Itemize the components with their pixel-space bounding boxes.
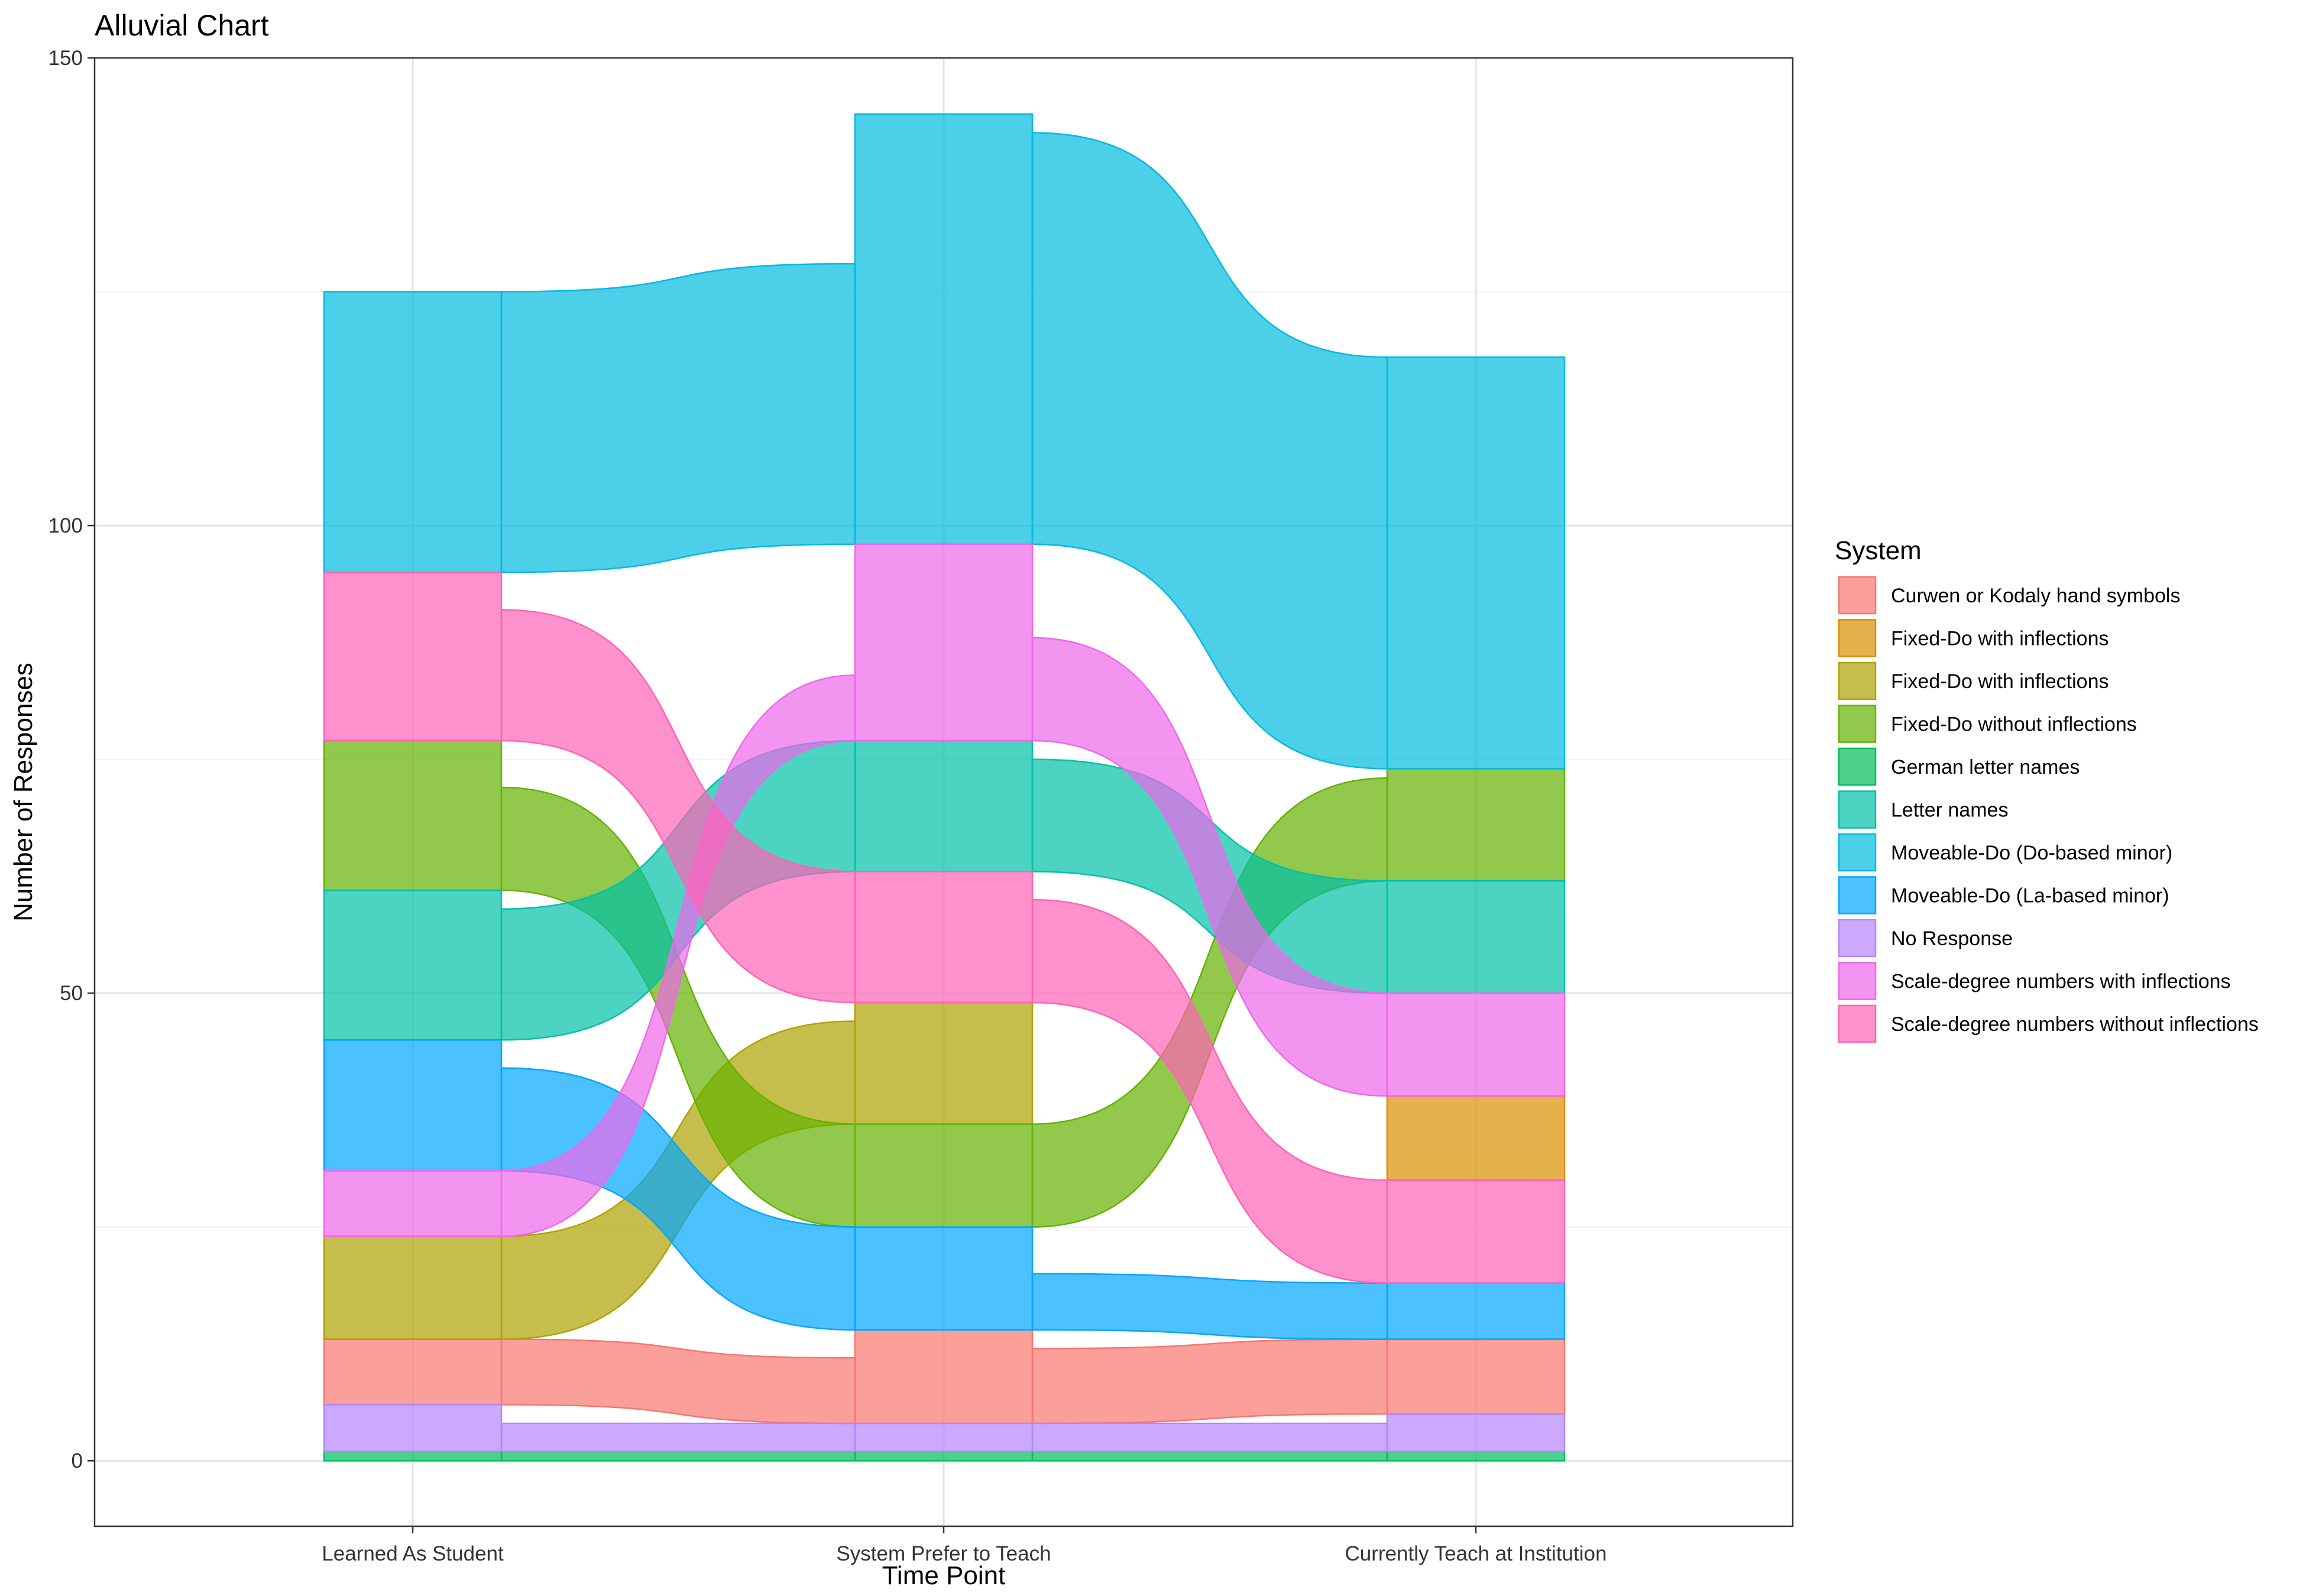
stratum-block (854, 1001, 1034, 1125)
legend-swatch (1838, 576, 1877, 615)
legend-label: Moveable-Do (La-based minor) (1891, 885, 2169, 907)
stratum-block (854, 871, 1034, 1004)
stratum-block (1386, 768, 1566, 882)
plot-panel (93, 57, 1794, 1527)
stratum-block (323, 1338, 503, 1406)
flow-ribbon (500, 1422, 856, 1452)
legend-label: Fixed-Do with inflections (1891, 628, 2109, 650)
stratum-block (854, 113, 1034, 545)
stratum-block (854, 1422, 1034, 1452)
x-axis-title: Time Point (882, 1561, 1006, 1590)
x-tick-label: Currently Teach at Institution (1345, 1542, 1607, 1565)
legend-title: System (1835, 536, 1922, 565)
stratum-block (854, 1329, 1034, 1425)
legend-label: Fixed-Do with inflections (1891, 670, 2109, 693)
stratum-block (323, 739, 503, 891)
stratum-block (854, 739, 1034, 872)
legend-swatch (1838, 919, 1877, 958)
stratum-block (323, 1039, 503, 1172)
stratum-block (323, 1404, 503, 1452)
flow-ribbon (500, 262, 856, 573)
stratum-block (1386, 1282, 1566, 1340)
legend: System Curwen or Kodaly hand symbols Fixe… (1835, 536, 2259, 1043)
stratum-block (1386, 1179, 1566, 1284)
legend-swatch (1838, 876, 1877, 914)
y-axis: 0 50 100 150 (48, 47, 95, 1472)
x-tick-label: System Prefer to Teach (836, 1542, 1051, 1565)
legend-swatch (1838, 705, 1877, 743)
y-axis-title: Number of Responses (9, 663, 38, 922)
legend-label: Scale-degree numbers with inflections (1891, 971, 2231, 993)
stratum-block (1386, 1338, 1566, 1415)
stratum-block (323, 571, 503, 742)
stratum-block (323, 1451, 503, 1462)
flow-ribbon (1031, 1273, 1388, 1340)
legend-swatch (1838, 661, 1877, 700)
stratum-block (1386, 1095, 1566, 1181)
stratum-block (323, 889, 503, 1041)
flow-ribbon (500, 1451, 856, 1462)
legend-swatch (1838, 833, 1877, 872)
stratum-block (1386, 992, 1566, 1097)
legend-label: Fixed-Do without inflections (1891, 713, 2137, 736)
stratum-blocks (323, 113, 1566, 1462)
legend-swatch (1838, 790, 1877, 829)
stratum-block (854, 1451, 1034, 1462)
stratum-block (854, 543, 1034, 742)
flow-ribbon (1031, 1422, 1388, 1452)
legend-swatch (1838, 619, 1877, 657)
y-tick-label: 0 (72, 1449, 83, 1472)
legend-swatch (1838, 747, 1877, 786)
legend-items: Curwen or Kodaly hand symbols Fixed-Do wi… (1838, 576, 2259, 1043)
legend-swatch (1838, 962, 1877, 1000)
y-tick-label: 150 (48, 47, 83, 70)
stratum-block (323, 1235, 503, 1340)
stratum-block (854, 1226, 1034, 1331)
y-tick-label: 50 (60, 982, 83, 1005)
stratum-block (1386, 880, 1566, 994)
flow-ribbon (1031, 1338, 1388, 1425)
legend-label: Letter names (1891, 799, 2008, 822)
stratum-block (323, 291, 503, 573)
x-axis: Learned As Student System Prefer to Teach… (322, 1526, 1607, 1565)
stratum-block (1386, 1451, 1566, 1462)
stratum-block (854, 1123, 1034, 1228)
stratum-block (323, 1170, 503, 1237)
legend-swatch (1838, 1004, 1877, 1043)
stratum-block (1386, 1413, 1566, 1452)
x-tick-label: Learned As Student (322, 1542, 504, 1565)
legend-label: Moveable-Do (Do-based minor) (1891, 842, 2172, 864)
y-tick-label: 100 (48, 514, 83, 537)
legend-label: Scale-degree numbers without inflections (1891, 1013, 2259, 1036)
legend-label: No Response (1891, 927, 2013, 950)
legend-label: Curwen or Kodaly hand symbols (1891, 585, 2180, 607)
stratum-block (1386, 356, 1566, 770)
flow-ribbon (1031, 1451, 1388, 1462)
chart-title: Alluvial Chart (95, 9, 269, 42)
legend-label: German letter names (1891, 756, 2080, 778)
